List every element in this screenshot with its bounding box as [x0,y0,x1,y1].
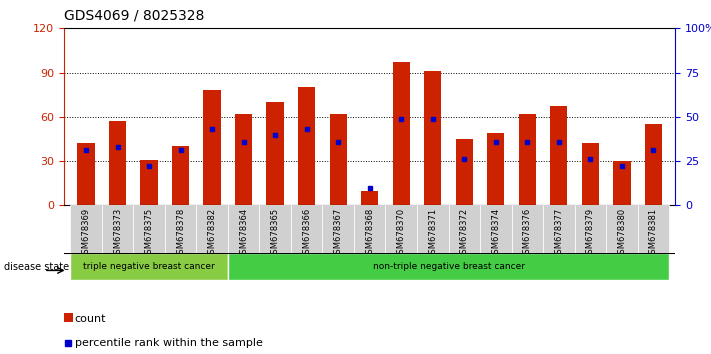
Bar [511,205,543,253]
Bar [134,205,165,253]
Bar [235,114,252,205]
Text: GSM678371: GSM678371 [428,208,437,259]
Text: GSM678373: GSM678373 [113,208,122,259]
Text: percentile rank within the sample: percentile rank within the sample [75,338,262,348]
Text: GSM678365: GSM678365 [271,208,279,259]
Bar [260,205,291,253]
Text: GSM678367: GSM678367 [333,208,343,259]
Text: GSM678378: GSM678378 [176,208,185,259]
Bar [543,205,574,253]
Bar [70,253,228,280]
Text: GSM678372: GSM678372 [460,208,469,259]
Text: GSM678375: GSM678375 [144,208,154,259]
Bar [582,143,599,205]
Bar [361,190,378,205]
Bar [354,205,385,253]
Text: count: count [75,314,106,324]
Bar [228,205,260,253]
Bar [417,205,449,253]
Text: GSM678369: GSM678369 [82,208,90,259]
Bar [291,205,323,253]
Text: GSM678379: GSM678379 [586,208,595,259]
Text: non-triple negative breast cancer: non-triple negative breast cancer [373,262,525,271]
Bar [298,87,316,205]
Text: GSM678364: GSM678364 [239,208,248,259]
Bar [613,161,631,205]
Text: GSM678377: GSM678377 [555,208,563,259]
Bar [456,139,473,205]
Bar [645,124,662,205]
Bar [228,253,669,280]
Text: triple negative breast cancer: triple negative breast cancer [83,262,215,271]
Text: GSM678366: GSM678366 [302,208,311,259]
Bar [267,102,284,205]
Bar [385,205,417,253]
Bar [329,114,347,205]
Bar [165,205,196,253]
Bar [141,160,158,205]
Text: disease state: disease state [4,262,69,272]
Text: GSM678376: GSM678376 [523,208,532,259]
Bar [203,90,221,205]
Bar [323,205,354,253]
Bar [574,205,606,253]
Bar [102,205,134,253]
Text: GSM678374: GSM678374 [491,208,501,259]
Bar [392,62,410,205]
Bar [480,205,511,253]
Bar [424,71,442,205]
Text: GSM678380: GSM678380 [617,208,626,259]
Bar [172,146,189,205]
Bar [449,205,480,253]
Bar [638,205,669,253]
Text: GSM678382: GSM678382 [208,208,217,259]
Text: GDS4069 / 8025328: GDS4069 / 8025328 [64,9,204,23]
Text: GSM678370: GSM678370 [397,208,406,259]
Bar [487,133,505,205]
Bar [550,107,567,205]
Bar [196,205,228,253]
Text: GSM678368: GSM678368 [365,208,374,259]
Bar [77,143,95,205]
Bar [70,205,102,253]
Bar [518,114,536,205]
Bar [109,121,127,205]
Text: GSM678381: GSM678381 [649,208,658,259]
Bar [606,205,638,253]
